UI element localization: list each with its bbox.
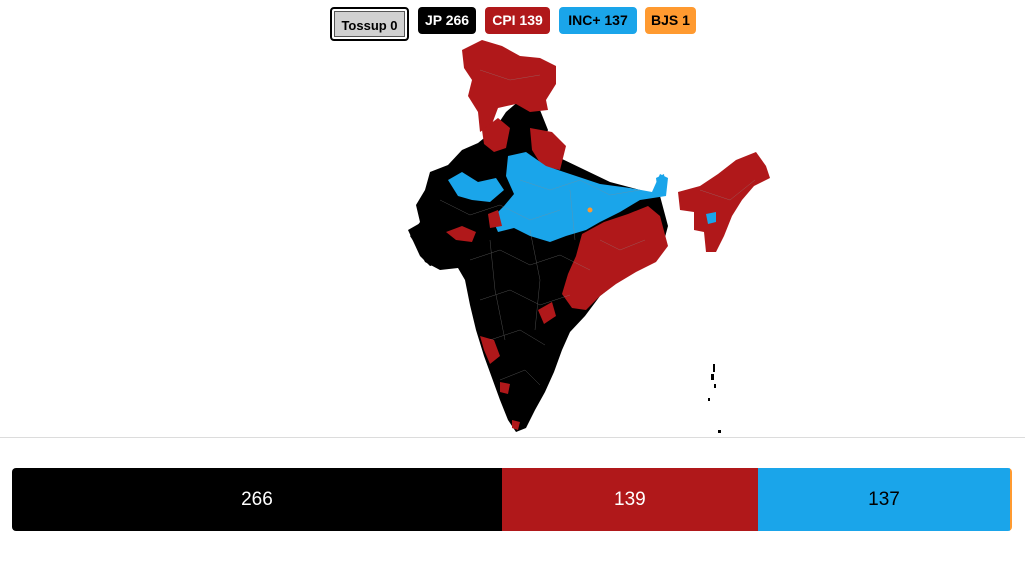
region-west-pocket[interactable]: [448, 172, 504, 202]
india-constituency-map[interactable]: [0, 38, 1025, 436]
region-northeast[interactable]: [678, 152, 770, 252]
region-gangetic-plain[interactable]: [492, 152, 668, 242]
seat-bar-inc[interactable]: 137: [757, 468, 1011, 531]
party-legend: Tossup 0 JP 266 CPI 139 INC+ 137 BJS 1: [0, 7, 1025, 41]
region-uttarakhand[interactable]: [530, 128, 566, 170]
region-red-pocket-3[interactable]: [480, 336, 500, 364]
region-red-pocket-4[interactable]: [538, 302, 556, 324]
region-red-pocket-6[interactable]: [512, 420, 520, 430]
divider: [0, 437, 1025, 438]
region-east-blue[interactable]: [656, 174, 666, 194]
legend-inc-button[interactable]: INC+ 137: [559, 7, 637, 34]
region-north-jk[interactable]: [462, 40, 556, 132]
region-red-pocket-5[interactable]: [500, 382, 510, 394]
region-red-pocket-1[interactable]: [446, 226, 476, 242]
region-ne-blue[interactable]: [706, 212, 716, 224]
seat-share-bar: 266 139 137: [12, 468, 1012, 531]
legend-bjs-button[interactable]: BJS 1: [645, 7, 696, 34]
seat-bar-cpi[interactable]: 139: [501, 468, 758, 531]
legend-jp-button[interactable]: JP 266: [418, 7, 476, 34]
region-bjs-seat[interactable]: [587, 207, 593, 213]
india-map-svg: [408, 40, 770, 433]
region-red-pocket-2[interactable]: [488, 210, 502, 228]
tossup-button[interactable]: Tossup 0: [330, 7, 409, 41]
constituency-borders: [439, 69, 756, 386]
legend-cpi-button[interactable]: CPI 139: [485, 7, 550, 34]
seat-bar-bjs[interactable]: [1010, 468, 1012, 531]
region-gujarat[interactable]: [408, 222, 452, 266]
region-east-coast[interactable]: [562, 206, 668, 310]
andaman-islands[interactable]: [708, 364, 721, 433]
region-north-hills[interactable]: [482, 118, 510, 152]
seat-bar-jp[interactable]: 266: [12, 468, 502, 531]
